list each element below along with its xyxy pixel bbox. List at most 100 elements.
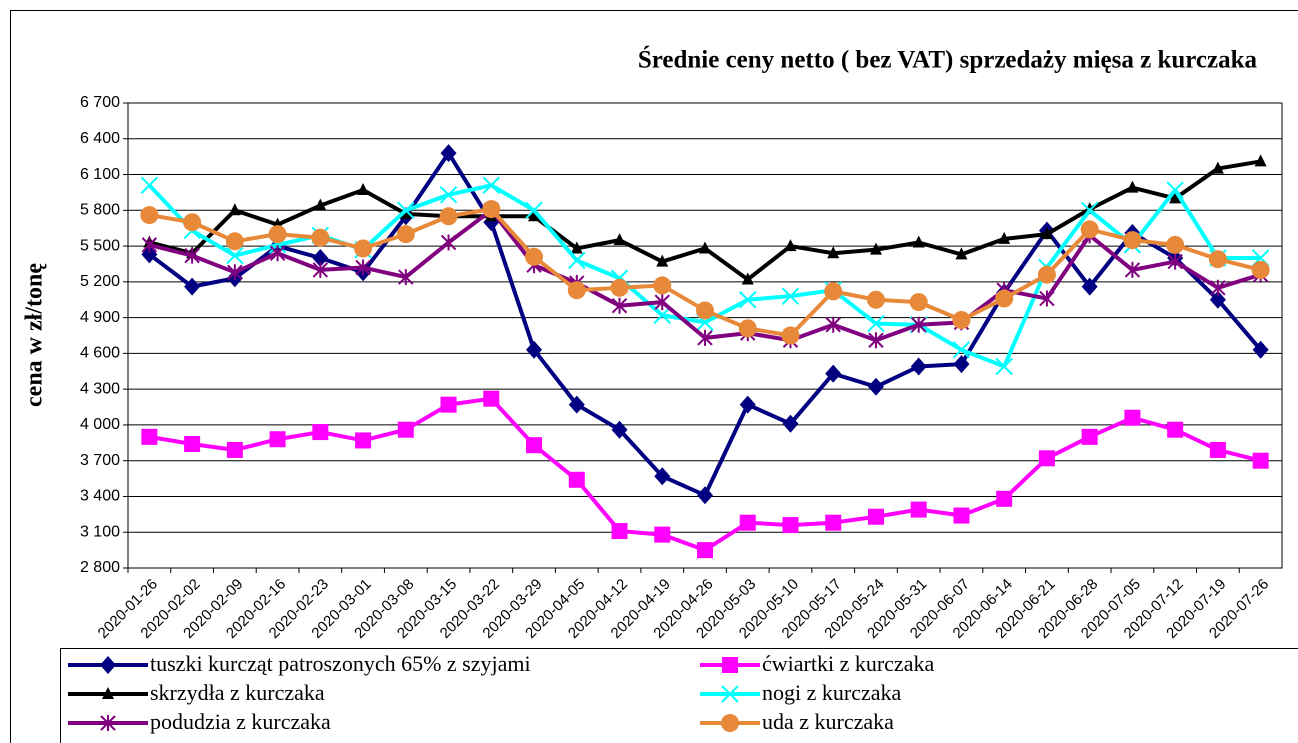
marker xyxy=(697,329,713,346)
marker xyxy=(952,341,971,359)
marker xyxy=(611,420,628,439)
marker xyxy=(100,715,116,731)
marker xyxy=(910,501,927,518)
marker xyxy=(867,314,885,333)
marker xyxy=(909,293,928,312)
marker xyxy=(1080,201,1099,220)
marker xyxy=(868,332,884,349)
marker xyxy=(439,207,458,226)
plot-area xyxy=(127,102,1283,569)
y-tick-label: 5 500 xyxy=(80,237,120,254)
marker xyxy=(1209,290,1226,309)
marker xyxy=(867,377,884,396)
marker xyxy=(656,254,669,267)
marker xyxy=(1211,161,1224,174)
marker xyxy=(1123,231,1142,250)
marker xyxy=(869,242,882,255)
y-tick-label: 4 000 xyxy=(80,416,120,433)
marker xyxy=(482,200,501,219)
marker xyxy=(866,290,885,309)
legend-label: tuszki kurcząt patroszonych 65% z szyjam… xyxy=(150,651,531,676)
marker xyxy=(140,206,159,225)
marker xyxy=(226,441,243,458)
marker xyxy=(269,431,286,448)
marker xyxy=(1081,428,1098,445)
marker xyxy=(397,201,415,220)
legend-box xyxy=(60,648,1298,743)
y-tick-label: 4 300 xyxy=(80,380,120,397)
y-tick-label: 3 700 xyxy=(80,452,120,469)
legend-label: uda z kurczaka xyxy=(762,709,894,734)
marker xyxy=(482,176,501,194)
marker xyxy=(611,297,628,314)
marker xyxy=(912,235,925,248)
marker xyxy=(995,357,1013,376)
marker xyxy=(784,239,797,252)
y-tick-label: 5 800 xyxy=(80,202,120,219)
marker xyxy=(1081,277,1098,296)
marker xyxy=(699,241,711,254)
marker xyxy=(782,517,799,534)
marker xyxy=(1169,191,1182,204)
marker xyxy=(825,514,842,531)
marker xyxy=(141,236,158,253)
marker xyxy=(140,176,159,194)
legend-label: skrzydła z kurczaka xyxy=(150,680,325,705)
marker xyxy=(739,291,757,309)
marker xyxy=(355,432,372,449)
y-tick-label: 2 800 xyxy=(80,559,120,576)
marker xyxy=(1039,290,1055,307)
chart-title: Średnie ceny netto ( bez VAT) sprzedaży … xyxy=(638,46,1258,74)
marker xyxy=(141,428,158,445)
marker xyxy=(781,326,800,345)
marker xyxy=(611,523,628,540)
marker xyxy=(824,282,843,301)
marker xyxy=(741,272,754,285)
marker xyxy=(184,247,200,264)
marker xyxy=(1209,441,1226,458)
marker xyxy=(102,687,114,699)
marker xyxy=(567,281,586,300)
marker xyxy=(952,311,971,329)
marker xyxy=(525,247,544,266)
y-tick-label: 5 200 xyxy=(80,273,120,290)
marker xyxy=(398,269,414,286)
marker xyxy=(825,364,842,383)
marker xyxy=(1208,250,1227,269)
y-tick-label: 3 400 xyxy=(80,488,120,505)
marker xyxy=(312,249,329,267)
y-tick-label: 4 900 xyxy=(80,309,120,326)
y-tick-label: 6 700 xyxy=(80,94,120,111)
marker xyxy=(739,514,756,531)
marker xyxy=(721,714,739,732)
marker xyxy=(354,239,373,258)
marker xyxy=(910,357,927,376)
marker xyxy=(739,395,756,414)
marker xyxy=(396,225,415,244)
marker xyxy=(1037,265,1056,284)
marker xyxy=(1252,340,1269,359)
marker xyxy=(825,316,841,333)
marker xyxy=(697,542,713,559)
marker xyxy=(998,231,1011,244)
marker xyxy=(226,246,244,265)
marker xyxy=(996,490,1013,507)
marker xyxy=(653,276,672,295)
marker xyxy=(1210,279,1226,296)
marker xyxy=(696,301,714,320)
marker xyxy=(355,259,371,276)
marker xyxy=(1038,450,1055,467)
marker xyxy=(440,234,457,251)
marker xyxy=(654,467,671,486)
marker xyxy=(440,396,457,413)
y-tick-label: 6 100 xyxy=(80,166,120,183)
marker xyxy=(953,507,970,524)
marker xyxy=(184,436,201,452)
marker xyxy=(528,209,541,222)
marker xyxy=(570,241,583,254)
y-tick-label: 6 400 xyxy=(80,130,120,147)
marker xyxy=(1124,409,1141,426)
marker xyxy=(654,526,671,543)
